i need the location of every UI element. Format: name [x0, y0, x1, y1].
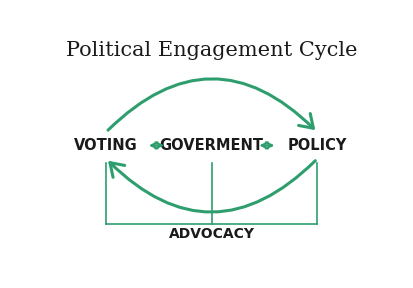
FancyArrowPatch shape	[110, 161, 315, 212]
FancyArrowPatch shape	[108, 79, 313, 130]
Text: POLICY: POLICY	[287, 138, 347, 153]
Text: GOVERMENT: GOVERMENT	[160, 138, 263, 153]
Text: ADVOCACY: ADVOCACY	[169, 227, 255, 241]
Text: VOTING: VOTING	[74, 138, 138, 153]
Text: Political Engagement Cycle: Political Engagement Cycle	[66, 41, 357, 60]
